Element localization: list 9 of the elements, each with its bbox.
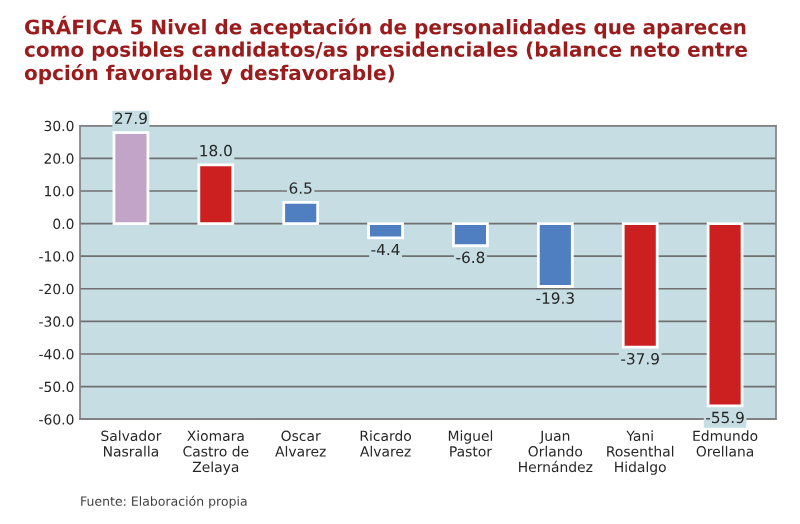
bar [197, 163, 235, 225]
bar [367, 222, 404, 240]
chart-title: GRÁFICA 5 Nivel de aceptación de personalidades que aparecen como posibles candidatos/as presidenciales (balance neto entre opción favorable y desfavorable) [24, 15, 747, 85]
bar [621, 222, 659, 349]
bar [282, 200, 320, 225]
bar [706, 222, 744, 408]
bar [112, 131, 150, 225]
bar [452, 222, 489, 248]
bar [536, 222, 574, 288]
